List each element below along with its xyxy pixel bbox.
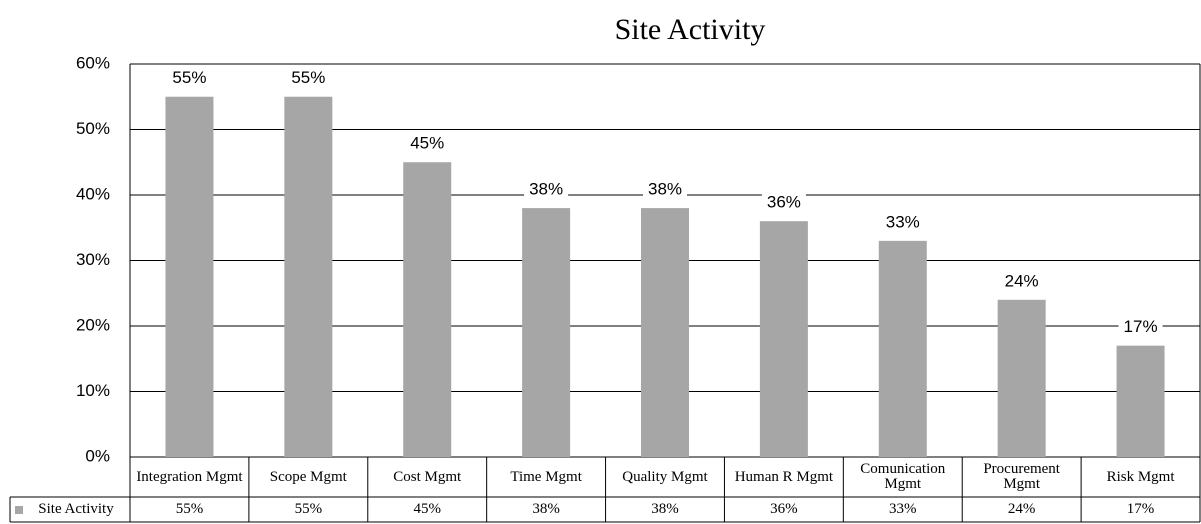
x-tick-label: Human R Mgmt bbox=[734, 468, 834, 485]
label-bg bbox=[405, 132, 450, 155]
x-tick-label: Scope Mgmt bbox=[269, 468, 347, 485]
x-tick-label: Time Mgmt bbox=[510, 468, 582, 485]
label-bg bbox=[761, 191, 806, 214]
bar bbox=[165, 96, 214, 457]
bar bbox=[522, 208, 571, 457]
label-bg bbox=[286, 66, 331, 89]
data-label: 36% bbox=[767, 193, 801, 212]
legend-swatch bbox=[15, 506, 23, 514]
y-tick-label: 50% bbox=[76, 119, 110, 138]
data-label: 24% bbox=[1005, 271, 1039, 290]
x-tick-label: Procurement Mgmt bbox=[983, 461, 1060, 492]
table-value: 45% bbox=[413, 501, 441, 517]
y-tick-label: 20% bbox=[76, 315, 110, 334]
bar bbox=[759, 221, 808, 457]
data-label: 45% bbox=[410, 134, 444, 153]
x-tick-label: Quality Mgmt bbox=[622, 468, 708, 485]
bar bbox=[403, 162, 452, 457]
table-value: 55% bbox=[294, 501, 323, 517]
label-bg bbox=[999, 269, 1044, 292]
label-bg bbox=[643, 178, 687, 201]
label-bg bbox=[880, 210, 925, 233]
y-tick-label: 40% bbox=[76, 184, 110, 203]
data-label: 38% bbox=[648, 180, 682, 199]
data-label: 55% bbox=[291, 68, 325, 87]
table-value: 38% bbox=[532, 501, 560, 517]
chart-title: Site Activity bbox=[615, 13, 766, 46]
table-value: 38% bbox=[651, 501, 679, 517]
data-label: 33% bbox=[886, 212, 920, 231]
bar bbox=[1116, 345, 1165, 457]
data-label: 17% bbox=[1124, 317, 1158, 336]
data-label: 38% bbox=[529, 180, 563, 199]
y-tick-label: 30% bbox=[76, 250, 110, 269]
y-tick-label: 0% bbox=[85, 446, 110, 465]
x-tick-label: Cost Mgmt bbox=[393, 468, 462, 485]
x-tick-label: Comunication Mgmt bbox=[860, 461, 946, 492]
data-label: 55% bbox=[172, 68, 206, 87]
bar bbox=[997, 299, 1046, 457]
x-tick-label: Risk Mgmt bbox=[1106, 468, 1175, 485]
y-tick-label: 60% bbox=[76, 53, 110, 72]
label-bg bbox=[167, 66, 212, 89]
table-value: 17% bbox=[1126, 501, 1155, 517]
table-value: 24% bbox=[1007, 501, 1036, 517]
table-value: 55% bbox=[175, 501, 204, 517]
label-bg bbox=[1118, 315, 1163, 338]
label-bg bbox=[524, 178, 569, 201]
table-value: 33% bbox=[889, 501, 917, 517]
y-tick-label: 10% bbox=[76, 381, 110, 400]
bar bbox=[284, 96, 333, 457]
legend-label: Site Activity bbox=[38, 501, 114, 517]
bar bbox=[878, 240, 927, 457]
x-tick-label: Integration Mgmt bbox=[136, 468, 243, 485]
bar bbox=[641, 208, 689, 457]
table-value: 36% bbox=[770, 501, 798, 517]
